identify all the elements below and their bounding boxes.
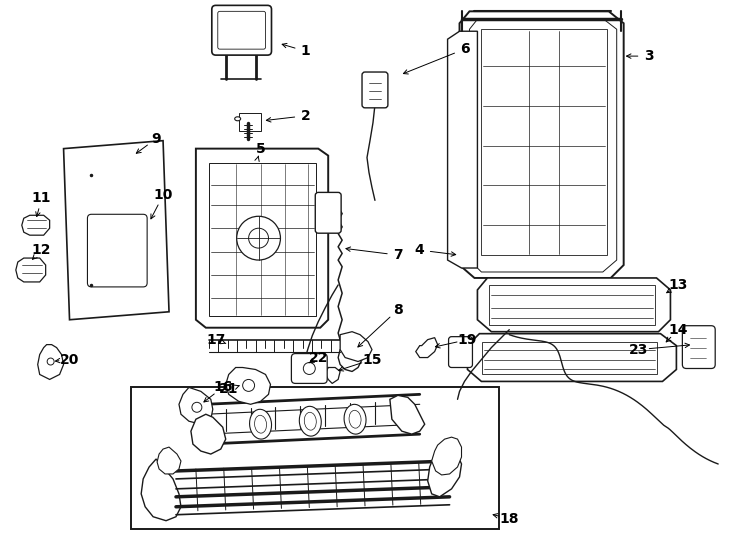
FancyBboxPatch shape (362, 72, 388, 108)
FancyBboxPatch shape (448, 336, 473, 368)
Polygon shape (415, 338, 437, 357)
Circle shape (236, 217, 280, 260)
Text: 6: 6 (459, 42, 469, 56)
Text: 15: 15 (362, 353, 382, 367)
Polygon shape (157, 447, 181, 474)
Text: 4: 4 (415, 243, 424, 257)
Text: 7: 7 (393, 248, 403, 262)
Text: 20: 20 (60, 353, 79, 367)
Ellipse shape (299, 406, 321, 436)
Polygon shape (179, 387, 213, 424)
Polygon shape (428, 449, 462, 497)
Polygon shape (432, 437, 462, 475)
Text: 21: 21 (219, 382, 239, 396)
Text: 5: 5 (255, 141, 266, 156)
Polygon shape (208, 163, 316, 316)
Polygon shape (141, 459, 181, 521)
FancyBboxPatch shape (218, 11, 266, 49)
Text: 11: 11 (32, 191, 51, 205)
Ellipse shape (255, 415, 266, 433)
Text: 1: 1 (300, 44, 310, 58)
Polygon shape (340, 332, 372, 361)
Text: 14: 14 (669, 323, 688, 337)
Circle shape (249, 228, 269, 248)
Polygon shape (459, 11, 624, 278)
Polygon shape (448, 31, 477, 268)
Text: 9: 9 (151, 132, 161, 146)
Text: 3: 3 (644, 49, 653, 63)
FancyBboxPatch shape (291, 354, 327, 383)
Text: 18: 18 (500, 512, 519, 526)
Polygon shape (196, 148, 328, 328)
Polygon shape (191, 414, 226, 454)
Text: 22: 22 (308, 350, 328, 365)
Polygon shape (482, 342, 656, 374)
Text: 16: 16 (213, 380, 233, 394)
Polygon shape (470, 19, 617, 272)
Text: 19: 19 (458, 333, 477, 347)
Text: 23: 23 (629, 342, 648, 356)
Ellipse shape (349, 410, 361, 428)
Polygon shape (468, 334, 677, 381)
FancyBboxPatch shape (87, 214, 147, 287)
Text: 17: 17 (206, 333, 225, 347)
Circle shape (303, 362, 316, 374)
Ellipse shape (305, 412, 316, 430)
Polygon shape (22, 215, 50, 235)
Circle shape (47, 358, 54, 365)
FancyBboxPatch shape (212, 5, 272, 55)
Ellipse shape (344, 404, 366, 434)
Circle shape (192, 402, 202, 412)
Polygon shape (226, 368, 271, 404)
Polygon shape (16, 258, 46, 282)
Polygon shape (390, 395, 425, 434)
Text: 12: 12 (32, 243, 51, 257)
Polygon shape (37, 345, 64, 380)
Text: 13: 13 (669, 278, 688, 292)
Polygon shape (477, 278, 670, 332)
FancyBboxPatch shape (316, 192, 341, 233)
Text: 10: 10 (153, 188, 172, 202)
Polygon shape (482, 29, 607, 255)
Circle shape (243, 380, 255, 392)
Polygon shape (64, 140, 169, 320)
Text: 8: 8 (393, 303, 403, 317)
Ellipse shape (235, 117, 241, 121)
Polygon shape (490, 285, 655, 325)
Polygon shape (131, 387, 499, 529)
Text: 2: 2 (300, 109, 310, 123)
FancyBboxPatch shape (683, 326, 715, 368)
Ellipse shape (250, 409, 272, 439)
